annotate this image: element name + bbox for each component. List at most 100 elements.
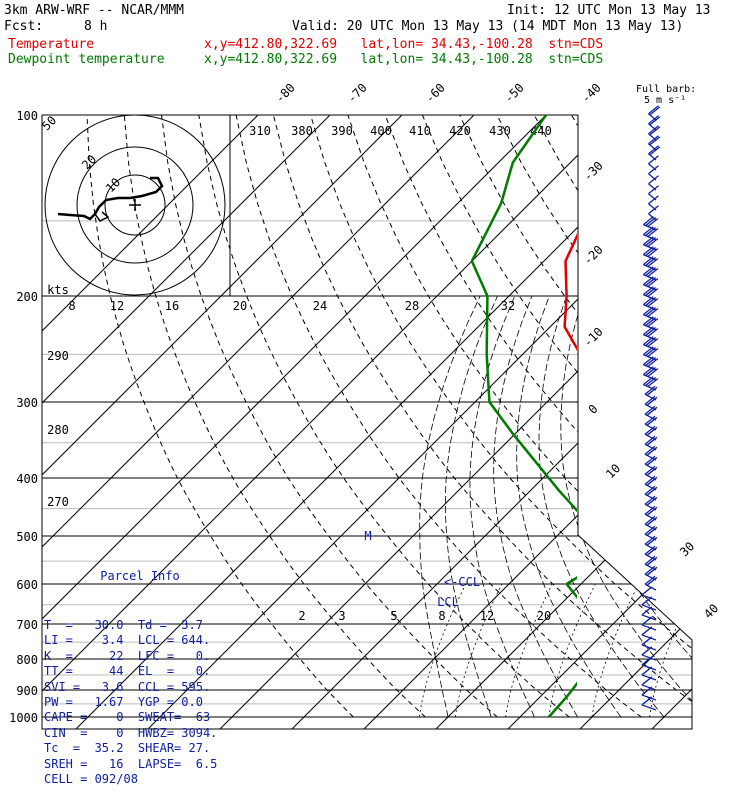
- isotherm-label: -30: [581, 159, 606, 184]
- theta-e-label: 310: [249, 124, 271, 138]
- pressure-label: 500: [16, 530, 38, 544]
- theta-e-label: 410: [409, 124, 431, 138]
- wind-barb-flag: [648, 206, 658, 214]
- theta-e-mid-label: 28: [405, 299, 419, 313]
- dry-adiabat-line: [348, 115, 740, 717]
- isotherm-label: -70: [345, 81, 370, 106]
- isotherm-label: -50: [502, 81, 527, 106]
- isotherm-line: [508, 115, 740, 729]
- pressure-label: 1000: [9, 711, 38, 725]
- parcel-info-row: LI = 3.4 LCL = 644.: [44, 633, 236, 648]
- theta-e-mid-label: 8: [68, 299, 75, 313]
- dry-adiabat-line: [422, 115, 740, 717]
- dry-adiabat-line: [646, 115, 740, 717]
- dry-adiabat-line: [385, 115, 740, 717]
- barb-legend-full: Full barb:: [636, 84, 696, 95]
- pressure-label: 400: [16, 472, 38, 486]
- pressure-label: 100: [16, 109, 38, 123]
- wind-barb-staff: [645, 584, 656, 590]
- isotherm-label: -80: [273, 81, 298, 106]
- wind-barb-flag: [648, 176, 658, 184]
- parcel-info-row: K = 22 LFC = 0.: [44, 649, 236, 664]
- moist-adiabat-line: [517, 296, 621, 717]
- wind-barb-flag: [642, 667, 652, 675]
- wind-barb-flag: [642, 647, 652, 655]
- parcel-info-row: T = 30.0 Td = 3.7: [44, 618, 236, 633]
- wind-barb-flag: [642, 587, 652, 595]
- parcel-info-row: SVI = 3.6 CCL = 595.: [44, 680, 236, 695]
- parcel-info-row: TT = 44 EL = 0.: [44, 664, 236, 679]
- wind-barb-flag: [642, 677, 652, 685]
- moist-adiabat-line: [582, 296, 740, 717]
- pressure-label: 700: [16, 618, 38, 632]
- isotherm-label: 0: [586, 402, 601, 417]
- isotherm-label: 10: [603, 461, 623, 481]
- parcel-info-row: Tc = 35.2 SHEAR= 27.: [44, 741, 236, 756]
- dry-adiabat-line: [721, 115, 740, 717]
- temperature-line: [565, 115, 740, 717]
- mixing-ratio-label: 2: [298, 609, 305, 623]
- isotherm-line: [364, 115, 740, 729]
- mixing-ratio-line: [455, 584, 502, 717]
- isotherm-line: [652, 115, 740, 729]
- wind-barb-staff: [642, 705, 656, 710]
- mixing-ratio-line: [592, 584, 639, 717]
- pressure-label: 900: [16, 684, 38, 698]
- lcl-marker: LCL: [437, 595, 459, 609]
- hodograph-units: kts: [47, 283, 69, 297]
- mixing-ratio-label: 8: [438, 609, 445, 623]
- dry-adiabat-line: [683, 115, 740, 717]
- mixing-ratio-label: 20: [537, 609, 551, 623]
- moist-adiabat-line: [539, 296, 664, 717]
- pressure-label: 200: [16, 290, 38, 304]
- wind-barb-flag: [642, 637, 652, 645]
- isotherm-label: 30: [677, 539, 697, 559]
- theta-e-label: 420: [449, 124, 471, 138]
- theta-e-label: 390: [331, 124, 353, 138]
- pressure-label: 300: [16, 396, 38, 410]
- isotherm-label: -40: [579, 81, 604, 106]
- dry-adiabat-line: [609, 115, 740, 717]
- parcel-info-title: Parcel Info: [44, 569, 236, 584]
- wind-barb-flag: [648, 186, 658, 194]
- wind-barb-flag: [648, 166, 658, 174]
- parcel-info-row: CELL = 092/08: [44, 772, 236, 787]
- hodograph-ring-label: 20: [79, 152, 99, 172]
- isotherm-line: [436, 115, 740, 729]
- parcel-info-row: CIN = 0 HWBZ= 3094.: [44, 726, 236, 741]
- theta-e-mid-label: 20: [233, 299, 247, 313]
- wind-barb-flag: [642, 657, 652, 665]
- mixing-ratio-label: 5: [390, 609, 397, 623]
- moist-adiabat-line: [470, 296, 535, 717]
- parcel-info-row: CAPE = 0 SWEAT= 63: [44, 710, 236, 725]
- dry-adiabat-line: [236, 115, 641, 717]
- mixing-ratio-label: 3: [338, 609, 345, 623]
- mixing-ratio-label: 12: [480, 609, 494, 623]
- wind-barb-flag: [648, 196, 658, 204]
- isotherm-label: -60: [423, 81, 448, 106]
- theta-e-mid-label: 16: [165, 299, 179, 313]
- theta-label: 270: [47, 495, 69, 509]
- isotherm-line: [724, 115, 740, 729]
- dry-adiabat-line: [534, 115, 740, 717]
- wind-barb-flag: [648, 156, 658, 164]
- moist-adiabat-line: [603, 296, 740, 717]
- pressure-label: 600: [16, 578, 38, 592]
- mixing-ratio-line: [650, 584, 697, 717]
- isotherm-label: 40: [701, 601, 721, 621]
- isotherm-label: -20: [581, 243, 606, 268]
- theta-label: 280: [47, 423, 69, 437]
- theta-e-label: 430: [489, 124, 511, 138]
- theta-e-mid-label: 24: [313, 299, 327, 313]
- theta-e-mid-label: 12: [110, 299, 124, 313]
- parcel-info-row: SREH = 16 LAPSE= 6.5: [44, 757, 236, 772]
- dry-adiabat-line: [311, 115, 740, 717]
- mixing-ratio-line: [549, 584, 596, 717]
- wind-barb-flag: [642, 687, 652, 695]
- isotherm-label: -10: [581, 325, 606, 350]
- theta-label: 290: [47, 349, 69, 363]
- theta-e-label: 380: [291, 124, 313, 138]
- wind-barb-flag: [642, 627, 652, 635]
- m-marker: M: [364, 529, 371, 543]
